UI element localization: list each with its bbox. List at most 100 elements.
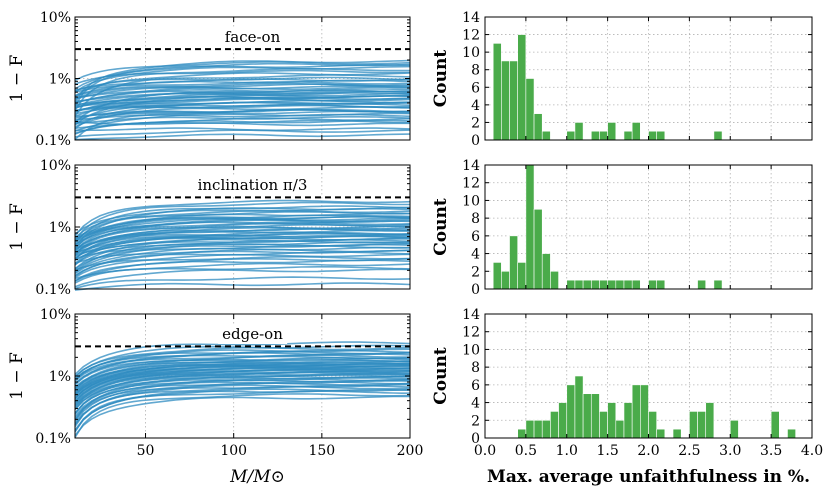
histogram-bar [517,34,527,141]
histogram-bar [729,419,739,439]
series-line [74,372,411,407]
series-line [74,67,411,111]
histogram-bar [697,279,707,290]
y-tick-label: 12 [462,176,480,192]
x-tick-label: 150 [308,443,335,459]
series-line [74,85,411,100]
series-line [74,381,410,419]
x-axis-label: M/M⊙ [229,467,285,487]
x-tick-label: 1.5 [596,443,618,459]
x-axis-label: Max. average unfaithfulness in %. [487,467,810,487]
y-tick-label: 6 [471,378,480,394]
histogram-bar [599,411,608,439]
histogram-bar [517,262,527,290]
series-line [74,259,411,282]
series-line [74,206,411,235]
y-tick-label: 6 [471,80,480,96]
histogram-bar [689,411,698,439]
y-tick-label: 8 [471,211,480,227]
histogram-bar [607,402,617,439]
y-tick-label: 10 [462,193,480,209]
title-background [218,324,288,344]
histogram-bar [656,130,666,141]
x-tick-label: 4.0 [801,443,823,459]
series-line [74,217,410,241]
histogram-bar [615,279,625,290]
series-line [74,244,411,270]
histogram-bar [599,130,608,141]
histogram-bar [607,279,617,290]
histogram-bar [501,60,510,141]
histogram-bar [631,122,641,141]
histogram-bar [574,375,584,439]
series-line [74,112,411,133]
y-tick-label: 0.1% [35,431,71,447]
y-tick-label: 14 [462,307,480,323]
series-line [74,227,411,254]
x-tick-label: 200 [397,443,424,459]
bars [517,375,796,439]
series-line [74,237,411,257]
y-tick-label: 10 [462,45,480,61]
histogram-bar [582,279,592,290]
curves [74,341,411,438]
series-line [74,353,411,385]
line-panel-1: 0.1% 1% 10% face-on 1 − F [7,10,411,149]
histogram-bar [623,279,633,290]
histogram-bar [631,279,641,290]
series-line [74,209,411,239]
histogram-bar [631,384,641,439]
histogram-bar [550,270,559,290]
line-panel-2: 0.1% 1% 10% inclination π/3 1 − F [7,158,411,298]
histogram-bar [533,208,543,290]
y-tick-label: 14 [462,158,480,174]
series-line [74,106,411,128]
y-tick-label: 12 [462,325,480,341]
x-tick-label: 1.0 [556,443,578,459]
histogram-bar [599,279,608,290]
x-tick-label: 3.0 [719,443,741,459]
y-tick-label: 10% [40,10,71,26]
histogram-bar [541,130,551,141]
series-line [74,363,411,395]
x-tick-label: 0.0 [474,443,496,459]
series-line [74,83,410,97]
curves [74,59,411,141]
y-tick-label: 2 [471,264,480,280]
series-line [74,226,411,256]
histogram-bar [656,279,666,290]
series-line [74,115,411,125]
histogram-bar [623,402,633,439]
series-line [74,89,411,99]
histogram-bar [525,419,535,439]
bars [492,164,723,290]
y-tick-label: 1% [49,220,71,236]
histogram-bar [640,384,649,439]
histogram-bar [541,419,551,439]
series-line [74,78,411,92]
series-line [74,81,411,93]
histogram-bar [566,130,576,141]
series-line [74,367,411,403]
histogram-bar [566,384,576,439]
histogram-bar [533,419,543,439]
histogram-bar [509,60,518,141]
histogram-bar [533,113,543,141]
y-tick-label: 10 [462,342,480,358]
panel-title: face-on [225,28,281,46]
series-line [74,224,410,250]
series-line [74,282,411,291]
series-line [74,357,411,388]
y-tick-label: 2 [471,413,480,429]
histogram-bar [656,428,666,439]
series-line [74,360,411,389]
series-line [74,248,411,265]
series-line [74,129,411,138]
series-line [74,240,411,266]
series-line [74,369,411,405]
series-line [74,384,411,426]
y-tick-label: 4 [471,396,480,412]
y-axis-label: 1 − F [7,203,27,251]
